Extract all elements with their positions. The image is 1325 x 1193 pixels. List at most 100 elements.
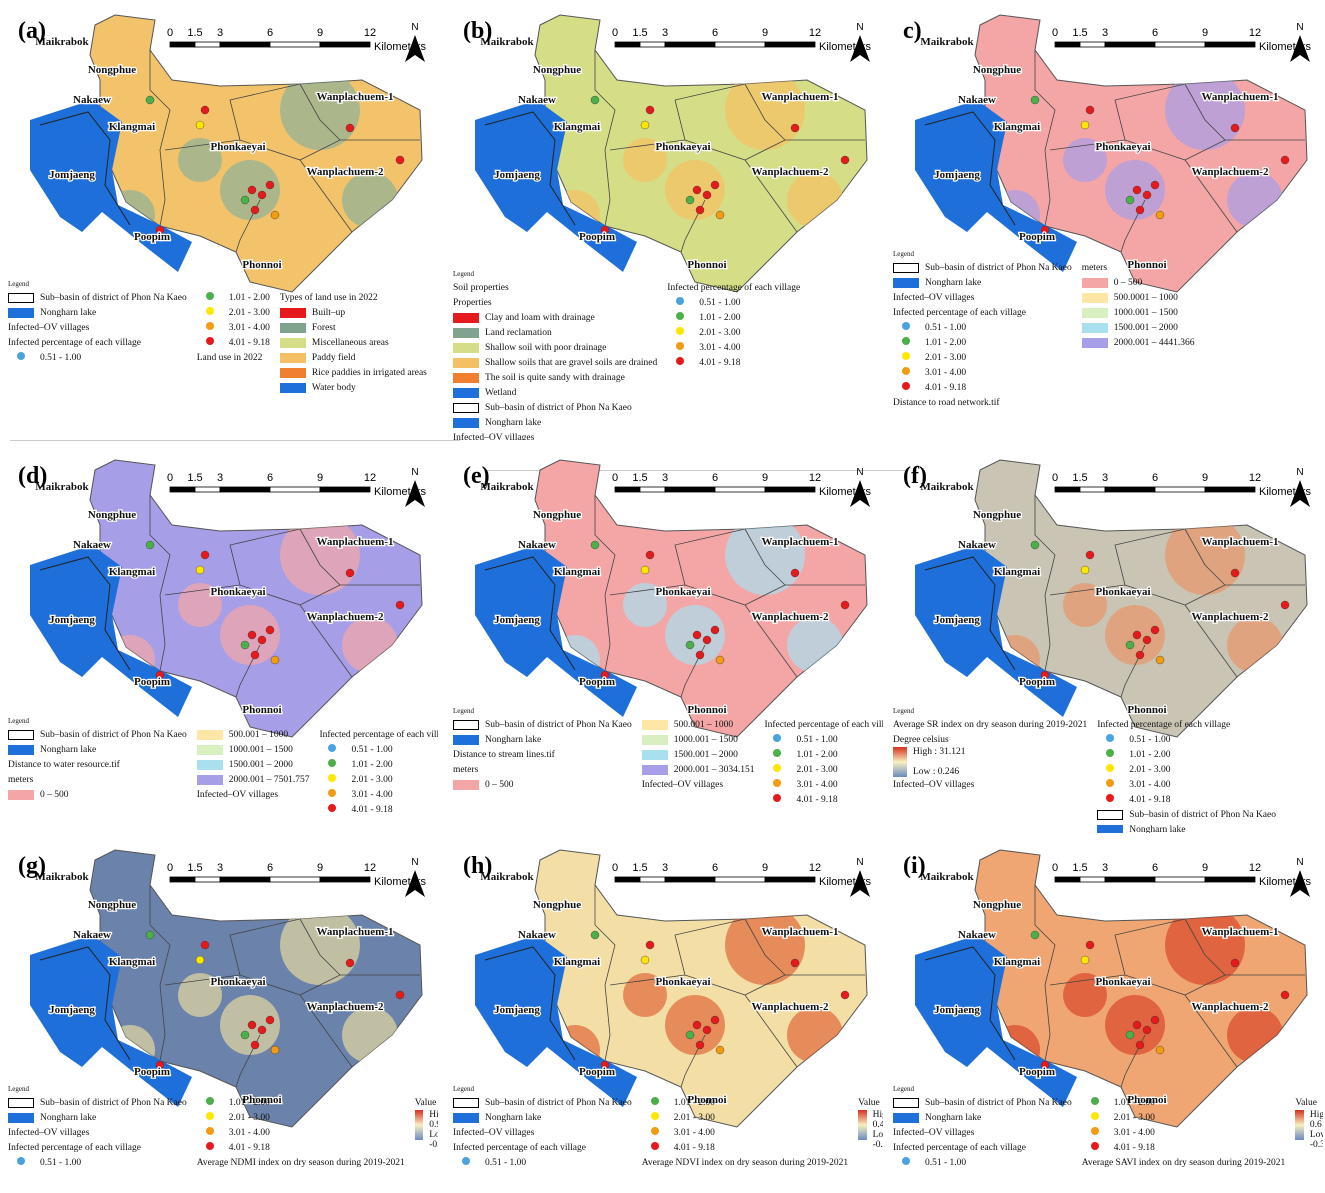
scale-segment [194,41,221,48]
scale-segment [219,486,271,493]
legend-dot [764,749,790,760]
lake [475,545,637,717]
village-label: Nakaew [73,929,111,941]
legend-dot [197,1142,223,1153]
gradient-high: High : 0.420 [872,1110,883,1130]
village-dot [195,955,205,965]
sub-basin-outline [924,111,1016,226]
village-dot [1125,1030,1135,1040]
village-dot [1132,185,1142,195]
legend-text: 3.01 - 4.00 [1129,779,1171,790]
legend-text: Sub–basin of district of Phon Na Kaeo [40,1097,187,1108]
legend-item: 4.01 - 9.18 [319,802,438,817]
legend-column: Sub–basin of district of Phon Na Kaeo Non… [8,1095,187,1170]
legend-text: Shallow soil with poor drainage [485,342,607,353]
village-label: Phonkaeyai [655,141,710,153]
legend-gradient: High : 0.975Low : -0.694 [414,1110,438,1150]
village-dot [1280,155,1290,165]
village-label: Wanplachuem-1 [1201,536,1278,548]
village-dot [1080,565,1090,575]
district-border [1049,584,1238,678]
legend-dot [319,744,345,755]
village-dot [265,1015,275,1025]
legend-text: 1.01 - 2.00 [1113,1097,1155,1108]
legend-item: Soil properties [453,280,657,295]
legend-text: Nongharn lake [1129,824,1186,834]
legend: Legend Sub–basin of district of Phon Na K… [453,707,883,807]
village-dot [257,1025,267,1035]
district-border [1049,139,1238,233]
legend-swatch [279,307,306,318]
legend-text: 2.01 - 3.00 [1129,764,1171,775]
scale-tick-label: 0 [1052,862,1058,874]
legend-dot [197,1097,223,1108]
village-dot [270,1045,280,1055]
scale-segment [319,486,371,493]
legend-item: meters [453,762,632,777]
legend: Legend Average SR index on dry season dur… [893,707,1276,833]
village-dot [1040,670,1050,680]
village-dot [1150,1015,1160,1025]
map: Maikrabok Nongphue Nakaew Klangmai Wanplachu… [18,849,426,1128]
legend-text: Nongharn lake [925,1112,982,1123]
legend-column: 1.01 - 2.00 2.01 - 3.00 3.01 - 4.00 4.01 - … [197,290,270,395]
legend-item: Types of land use in 2022 [280,290,427,305]
legend-text: 3.01 - 4.00 [699,342,741,353]
legend-item: 2.01 - 3.00 [197,1110,405,1125]
scale-segment [1079,876,1106,883]
village-label: Nongphue [88,899,136,911]
village-dot [250,650,260,660]
scale-segment [194,486,221,493]
legend-item: Sub–basin of district of Phon Na Kaeo [893,1095,1072,1110]
legend-text: 2.01 - 3.00 [699,327,741,338]
legend-text: Distance to water resource.tif [8,759,120,770]
village-label: Jomjaeng [934,614,980,626]
legend-text: Value [414,1097,437,1108]
village-label: Phonnoi [1127,259,1166,271]
scale-tick-label: 0 [1052,27,1058,39]
sub-basin-outline [484,111,576,226]
scale-segment [714,486,766,493]
legend-item: Degree celsius [893,732,1087,747]
legend: Legend Sub–basin of district of Phon Na K… [893,250,1194,410]
legend-swatch [1097,809,1124,820]
legend-column: 1.01 - 2.00 2.01 - 3.00 3.01 - 4.00 4.01 - … [1082,1095,1285,1170]
color-ramp [893,747,907,777]
scale-segment [639,876,666,883]
legend-item: Nongharn lake [8,1110,187,1125]
north-label: N [856,857,863,868]
legend-column: Types of land use in 2022 Built–up Forest M… [279,290,427,395]
sub-basin-outline [39,946,131,1061]
legend-text: Average SR index on dry season during 20… [893,719,1088,730]
legend-text: Infected–OV villages [453,432,535,441]
scale-segment [1204,486,1256,493]
village-label: Maikrabok [35,481,89,493]
legend-text: 1.01 - 2.00 [925,337,967,348]
village-label: Wanplachuem-1 [1201,91,1278,103]
legend-item: Distance to water resource.tif [8,757,187,772]
scale-segment [764,486,816,493]
dot [676,357,685,365]
map-panel: Maikrabok Nongphue Nakaew Klangmai Wanplachu… [885,445,1323,833]
legend-item: Nongharn lake [453,1110,632,1125]
scale-tick-label: 9 [762,472,768,484]
legend-text: Nongharn lake [40,1112,97,1123]
legend-swatch [893,277,919,288]
village-label: Phonnoi [687,259,726,271]
legend-item: Shallow soil with poor drainage [453,340,657,355]
legend-item: Properties [453,295,657,310]
lake [915,935,1077,1107]
legend-text: 4.01 - 9.18 [925,382,967,393]
scale-tick-label: 3 [662,27,668,39]
village-label: Poopim [134,231,170,243]
village-dot [685,640,695,650]
legend-text: 0.51 - 1.00 [40,1157,82,1168]
legend-text: Land reclamation [485,327,552,338]
legend-item: 0.51 - 1.00 [319,742,438,757]
legend-dot [197,1112,223,1123]
scale-tick-label: 9 [762,27,768,39]
scale-segment [714,876,766,883]
legend-columns: Sub–basin of district of Phon Na Kaeo Non… [8,290,427,395]
legend-swatch [8,292,34,303]
legend-swatch [453,1112,479,1123]
